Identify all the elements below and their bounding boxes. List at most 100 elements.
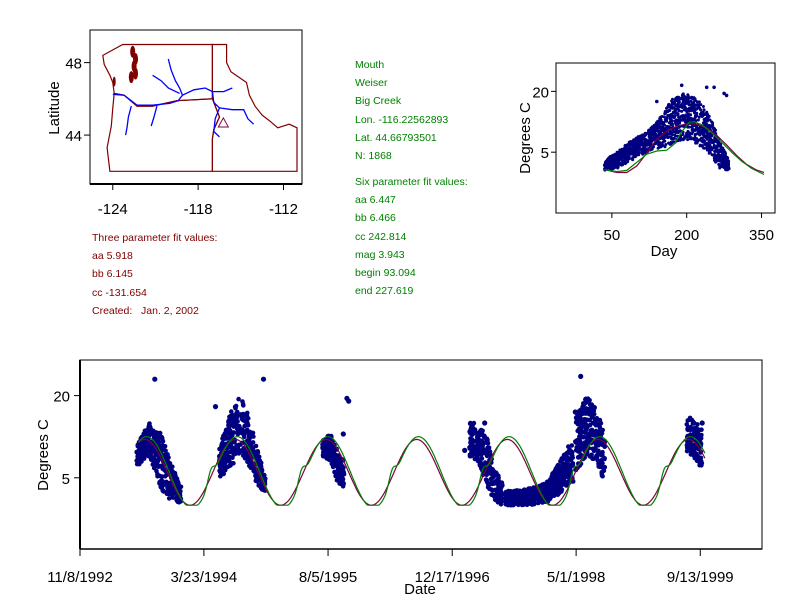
doy-point <box>653 132 656 136</box>
ts-point <box>600 453 605 458</box>
doy-point <box>652 138 656 142</box>
ts-point <box>596 448 601 454</box>
ts-point <box>552 468 558 474</box>
ts-point <box>687 440 693 446</box>
doy-point <box>619 162 623 166</box>
doy-point <box>662 127 666 131</box>
ts-point <box>587 398 592 403</box>
three-param-title: Three parameter fit values: <box>92 232 218 244</box>
doy-point <box>683 116 686 120</box>
ts-point <box>554 473 560 478</box>
doy-point <box>675 134 679 138</box>
ts-point <box>587 432 593 438</box>
ts-point <box>151 455 157 460</box>
doy-point <box>700 131 704 135</box>
doy-point <box>656 119 660 123</box>
doy-point <box>678 121 682 125</box>
ts-point <box>559 457 565 462</box>
ts-point <box>497 493 502 499</box>
ts-point <box>590 446 595 452</box>
ts-point <box>581 424 587 429</box>
ts-point <box>170 464 175 470</box>
ts-point <box>227 459 232 464</box>
doy-point <box>669 142 672 146</box>
ts-point <box>602 456 607 462</box>
doy-point <box>668 109 672 112</box>
doy-point <box>607 164 611 168</box>
ts-point <box>260 486 266 492</box>
doy-point <box>689 136 693 140</box>
ts-point <box>263 476 268 482</box>
doy-x-tick-label: 50 <box>604 227 621 244</box>
ts-point <box>173 473 178 478</box>
ts-point <box>161 466 166 472</box>
ts-point <box>323 442 328 448</box>
doy-point <box>633 154 637 158</box>
doy-point <box>679 118 683 122</box>
doy-point <box>676 113 680 116</box>
six-param-end: end 227.619 <box>355 285 414 298</box>
doy-point <box>610 161 614 165</box>
ts-point <box>689 417 695 423</box>
doy-point <box>637 143 641 147</box>
yakima-river <box>152 74 180 94</box>
doy-point <box>627 140 631 144</box>
three-param-info: Three parameter fit values: aa 5.918 bb … <box>92 229 217 320</box>
doy-point <box>648 134 652 138</box>
doy-point <box>678 129 682 133</box>
ts-point <box>503 490 509 495</box>
doy-point <box>686 125 690 129</box>
ts-point <box>504 498 510 503</box>
ts-x-tick-label: 5/1/1998 <box>547 569 605 586</box>
doy-point <box>685 120 688 124</box>
ts-point <box>584 434 589 440</box>
doy-point <box>708 150 712 154</box>
doy-point <box>688 96 692 100</box>
ts-point <box>161 489 166 494</box>
doy-point <box>700 144 704 148</box>
ts-point <box>154 468 159 474</box>
doy-point <box>693 132 697 136</box>
doy-point <box>668 114 671 118</box>
doy-point <box>695 140 699 144</box>
doy-point <box>669 106 672 110</box>
doy-point <box>640 139 644 143</box>
ts-point <box>471 426 476 431</box>
ts-point <box>487 466 492 472</box>
doy-point <box>682 94 686 98</box>
ts-point <box>137 448 143 454</box>
ts-point <box>582 417 587 422</box>
doy-point <box>639 134 642 138</box>
ts-point <box>497 482 502 488</box>
doy-point <box>612 165 615 169</box>
doy-point <box>691 103 694 107</box>
ts-point <box>484 450 489 455</box>
ts-outlier-point <box>340 431 346 437</box>
doy-point <box>689 99 693 103</box>
doy-point <box>617 150 621 154</box>
ts-point <box>582 401 587 407</box>
ts-x-tick-label: 12/17/1996 <box>415 569 490 586</box>
ts-point <box>560 467 566 472</box>
doy-point <box>616 160 620 164</box>
ts-point <box>549 477 555 482</box>
site-type: Mouth <box>355 59 385 71</box>
six-param-title: Six parameter fit values: <box>355 176 468 188</box>
doy-point <box>606 160 609 164</box>
ts-point <box>531 501 537 507</box>
doy-point <box>696 126 700 130</box>
doy-point <box>663 145 667 149</box>
doy-point <box>679 115 682 119</box>
doy-point <box>648 142 652 146</box>
ts-point <box>695 422 700 427</box>
site-creek: Big Creek <box>355 95 402 108</box>
doy-point <box>713 149 717 153</box>
doy-point <box>671 97 674 101</box>
ts-outlier-point <box>212 404 219 410</box>
doy-point <box>710 124 714 128</box>
doy-point <box>652 135 656 139</box>
doy-point <box>640 151 644 155</box>
site-marker-triangle-icon <box>217 116 230 128</box>
map-y-tick-label: 48 <box>65 56 82 73</box>
ts-point <box>489 487 494 492</box>
